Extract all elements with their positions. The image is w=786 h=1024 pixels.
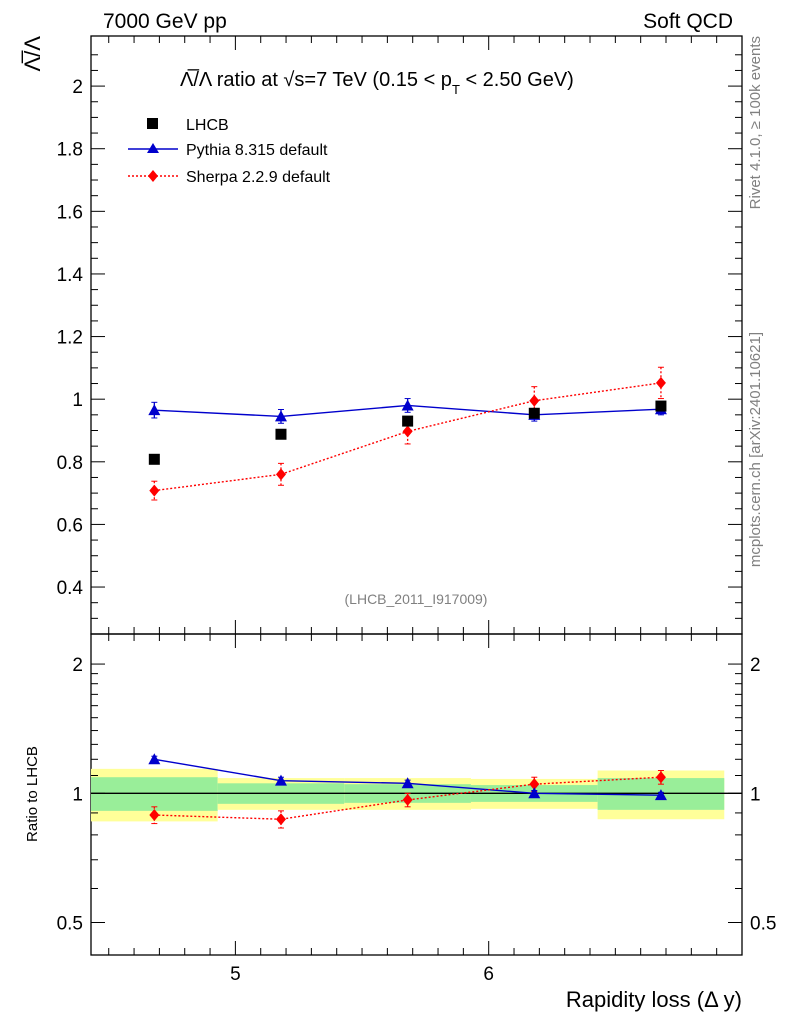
- legend-label-lhcb: LHCB: [186, 117, 229, 134]
- chart-title-sub: T: [452, 82, 460, 97]
- ratio-sherpa-point: [275, 813, 286, 826]
- ratio-pythia-point: [274, 774, 287, 786]
- y-tick-label: 1.8: [57, 140, 83, 161]
- ratio-y-axis-label: Ratio to LHCB: [24, 746, 41, 842]
- sherpa-point: [149, 484, 160, 497]
- legend-marker-pythia: [147, 143, 159, 153]
- y-tick-label: 1.6: [57, 202, 83, 223]
- chart-title-end: < 2.50 GeV): [460, 69, 574, 91]
- legend: LHCB Pythia 8.315 default Sherpa 2.2.9 d…: [128, 117, 331, 186]
- ratio-y-tick-label-right: 1: [750, 784, 761, 805]
- ratio-sherpa-point: [402, 793, 413, 806]
- lhcb-point: [275, 428, 287, 440]
- pythia-point: [148, 404, 161, 416]
- pythia-point: [274, 410, 287, 422]
- sherpa-point: [655, 376, 666, 389]
- y-tick-label: 1.2: [57, 328, 83, 349]
- legend-marker-lhcb: [147, 118, 158, 129]
- ratio-pythia-point: [528, 787, 541, 799]
- y-tick-label: 0.4: [57, 578, 84, 599]
- x-axis-label: Rapidity loss (Δ y): [566, 987, 742, 1012]
- legend-label-sherpa: Sherpa 2.2.9 default: [186, 169, 331, 186]
- ratio-y-tick-label-right: 0.5: [750, 913, 776, 934]
- y-tick-label: 1.4: [57, 265, 84, 286]
- y-axis-label: Λ̅/Λ: [20, 36, 45, 72]
- legend-label-pythia: Pythia 8.315 default: [186, 142, 328, 159]
- header-left: 7000 GeV pp: [103, 10, 227, 33]
- y-tick-label: 0.6: [57, 515, 83, 536]
- main-data: [148, 366, 667, 501]
- lhcb-point: [148, 453, 160, 465]
- ratio-sherpa-point: [529, 778, 540, 791]
- axes: 0.4 0.6 0.8 1 1.2 1.4 1.6 1.8 2 5 6 0.5 0.5 1 1 2 2: [57, 36, 776, 985]
- ratio-sherpa-point: [655, 771, 666, 784]
- ratio-y-tick-label: 1: [72, 784, 83, 805]
- lhcb-point: [528, 407, 540, 419]
- ratio-pythia-point: [654, 789, 667, 801]
- ratio-pythia-point: [401, 777, 414, 789]
- ratio-data: [148, 753, 667, 829]
- ratio-sherpa-point: [149, 809, 160, 822]
- analysis-watermark: (LHCB_2011_I917009): [345, 591, 488, 607]
- y-tick-label: 1: [72, 390, 83, 411]
- header-right: Soft QCD: [643, 10, 733, 33]
- ratio-y-tick-label-right: 2: [750, 655, 761, 676]
- chart-title: Λ̅/Λ ratio at √s=7 TeV (0.15 < pT < 2.50…: [180, 68, 574, 97]
- ratio-sherpa-line: [154, 776, 661, 820]
- ratio-y-tick-label: 0.5: [57, 913, 83, 934]
- sherpa-point: [402, 425, 413, 438]
- ratio-pythia-point: [148, 753, 161, 765]
- ratio-band-green: [91, 777, 218, 811]
- rivet-label: Rivet 4.1.0, ≥ 100k events: [747, 36, 764, 209]
- sherpa-point: [275, 468, 286, 481]
- y-tick-label: 0.8: [57, 453, 83, 474]
- lhcb-point: [655, 400, 667, 412]
- pythia-point: [401, 399, 414, 411]
- x-tick-label: 5: [230, 964, 241, 985]
- ratio-y-tick-label: 2: [72, 655, 83, 676]
- y-tick-label: 2: [72, 77, 83, 98]
- mcplots-label: mcplots.cern.ch [arXiv:2401.10621]: [747, 332, 764, 567]
- lhcb-point: [402, 415, 414, 427]
- chart-title-main: Λ̅/Λ ratio at √s=7 TeV (0.15 < p: [180, 68, 452, 91]
- legend-marker-sherpa: [148, 170, 158, 182]
- x-tick-label: 6: [483, 964, 494, 985]
- sherpa-point: [529, 394, 540, 407]
